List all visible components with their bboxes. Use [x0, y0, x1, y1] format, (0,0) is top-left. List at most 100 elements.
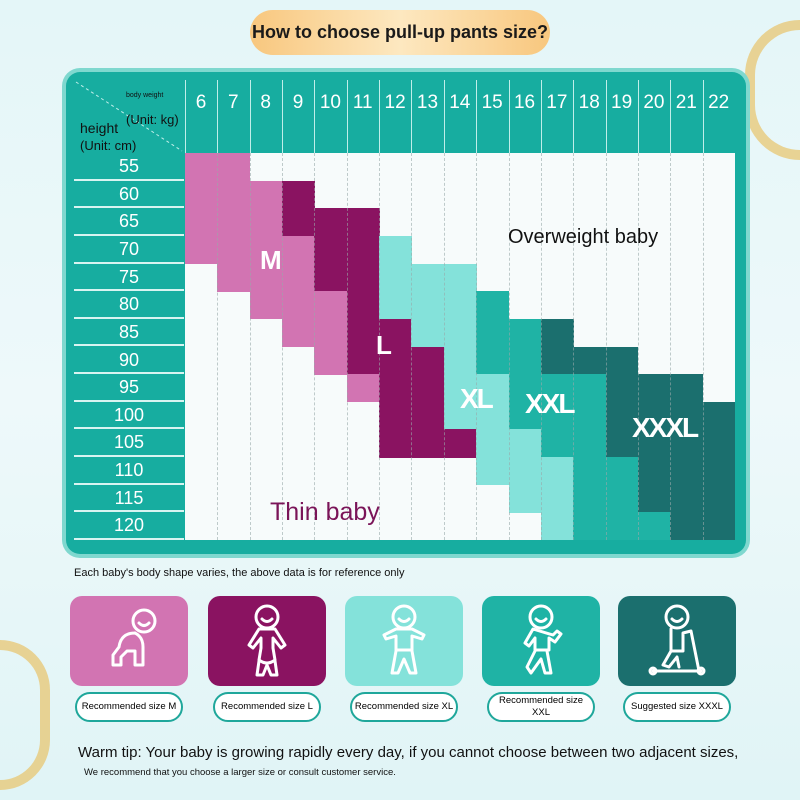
size-cell-xl — [411, 318, 445, 347]
column-divider — [443, 80, 445, 153]
size-card — [345, 596, 463, 686]
size-recommendation-label: Recommended size XXL — [487, 692, 595, 722]
size-cell-xl — [443, 263, 477, 292]
warm-tip-detail: We recommend that you choose a larger si… — [84, 767, 396, 778]
height-row-label: 55 — [74, 153, 184, 181]
size-cell-xl — [443, 318, 477, 347]
column-divider — [379, 80, 381, 153]
size-cell-xxxl — [670, 457, 704, 486]
height-row-label: 65 — [74, 208, 184, 236]
axis-corner: body weight (Unit: kg) height (Unit: cm) — [74, 80, 184, 153]
size-cell-m — [217, 208, 251, 237]
warm-tip: Warm tip: Your baby is growing rapidly e… — [78, 744, 739, 761]
column-divider — [314, 80, 316, 153]
size-cell-l — [346, 318, 380, 347]
size-cell-xxxl — [637, 457, 671, 486]
height-row-label: 105 — [74, 429, 184, 458]
size-cell-m — [282, 291, 315, 320]
column-divider — [637, 80, 639, 153]
size-cell-xl — [443, 291, 477, 320]
size-label-m: M — [260, 245, 282, 275]
size-cell-m — [185, 208, 218, 237]
height-row-label: 75 — [74, 264, 184, 292]
column-divider — [379, 153, 381, 540]
size-cell-m — [282, 235, 315, 265]
size-cell-xxl — [476, 318, 510, 347]
size-cell-m — [249, 208, 283, 237]
size-cell-xxxl — [605, 429, 639, 458]
overweight-label: Overweight baby — [508, 226, 659, 248]
size-cell-xxxl — [702, 429, 736, 458]
size-cell-xl — [476, 374, 510, 403]
size-cell-xxl — [573, 429, 607, 458]
weight-header: 10 — [319, 92, 341, 113]
size-cell-l — [379, 346, 412, 375]
weight-header: 16 — [513, 92, 536, 113]
weight-header: 9 — [292, 92, 304, 113]
size-cell-xxl — [476, 291, 510, 320]
size-cell-xl — [508, 484, 542, 513]
size-cell-l — [346, 346, 380, 375]
size-cell-xxl — [540, 401, 574, 430]
column-divider — [411, 80, 413, 153]
size-label-xl: XL — [460, 383, 494, 414]
size-cell-xl — [411, 263, 445, 292]
size-cell-xxxl — [605, 374, 639, 403]
size-cell-xxxl — [637, 429, 671, 458]
size-cell-xxxl — [670, 429, 704, 458]
size-cell-l — [379, 374, 412, 403]
height-row-label: 100 — [74, 402, 184, 430]
size-card — [618, 596, 736, 686]
size-cell-xl — [508, 457, 542, 486]
size-cell-xl — [379, 235, 412, 265]
size-cell-m — [249, 291, 283, 320]
height-row-label: 85 — [74, 319, 184, 347]
size-cell-m — [249, 180, 283, 209]
size-cell-m — [185, 180, 218, 209]
column-divider — [605, 153, 607, 540]
size-cell-m — [185, 153, 218, 182]
size-cell-xxxl — [702, 401, 736, 430]
size-cell-xxxl — [637, 401, 671, 430]
column-divider — [702, 153, 704, 540]
size-cell-xl — [540, 457, 574, 486]
size-cell-xl — [508, 429, 542, 458]
weight-header: 8 — [260, 92, 271, 113]
size-cell-xxl — [605, 457, 639, 486]
gold-ribbon-decoration — [0, 640, 50, 790]
column-divider — [217, 153, 219, 540]
weight-header: 21 — [675, 92, 697, 113]
size-cell-xxl — [637, 512, 671, 541]
size-cell-l — [346, 208, 380, 237]
weight-unit: (Unit: kg) — [126, 112, 179, 127]
size-cell-xxl — [476, 346, 510, 375]
size-cell-xl — [443, 401, 477, 430]
size-cell-l — [346, 263, 380, 292]
height-row-label: 120 — [74, 512, 184, 540]
height-row-label: 60 — [74, 181, 184, 209]
column-divider — [346, 80, 348, 153]
column-divider — [573, 153, 575, 540]
size-cell-xxl — [573, 457, 607, 486]
size-cell-l — [379, 401, 412, 430]
size-cell-xxxl — [670, 512, 704, 541]
column-divider — [573, 80, 575, 153]
size-cell-xxxl — [670, 374, 704, 403]
column-divider — [508, 80, 510, 153]
crawling-baby-icon — [111, 608, 157, 667]
size-cell-m — [314, 318, 348, 347]
column-divider — [282, 80, 284, 153]
size-cell-l — [346, 235, 380, 265]
size-cell-l — [443, 429, 477, 458]
size-card — [482, 596, 600, 686]
column-divider — [217, 80, 219, 153]
column-divider — [637, 153, 639, 540]
column-divider — [282, 153, 284, 540]
size-cell-xxxl — [540, 318, 574, 347]
size-cell-xl — [476, 457, 510, 486]
size-cell-xxxl — [605, 401, 639, 430]
size-cell-l — [282, 208, 315, 237]
size-cell-l — [314, 208, 348, 237]
size-cell-xl — [443, 346, 477, 375]
weight-label: body weight — [126, 92, 164, 99]
